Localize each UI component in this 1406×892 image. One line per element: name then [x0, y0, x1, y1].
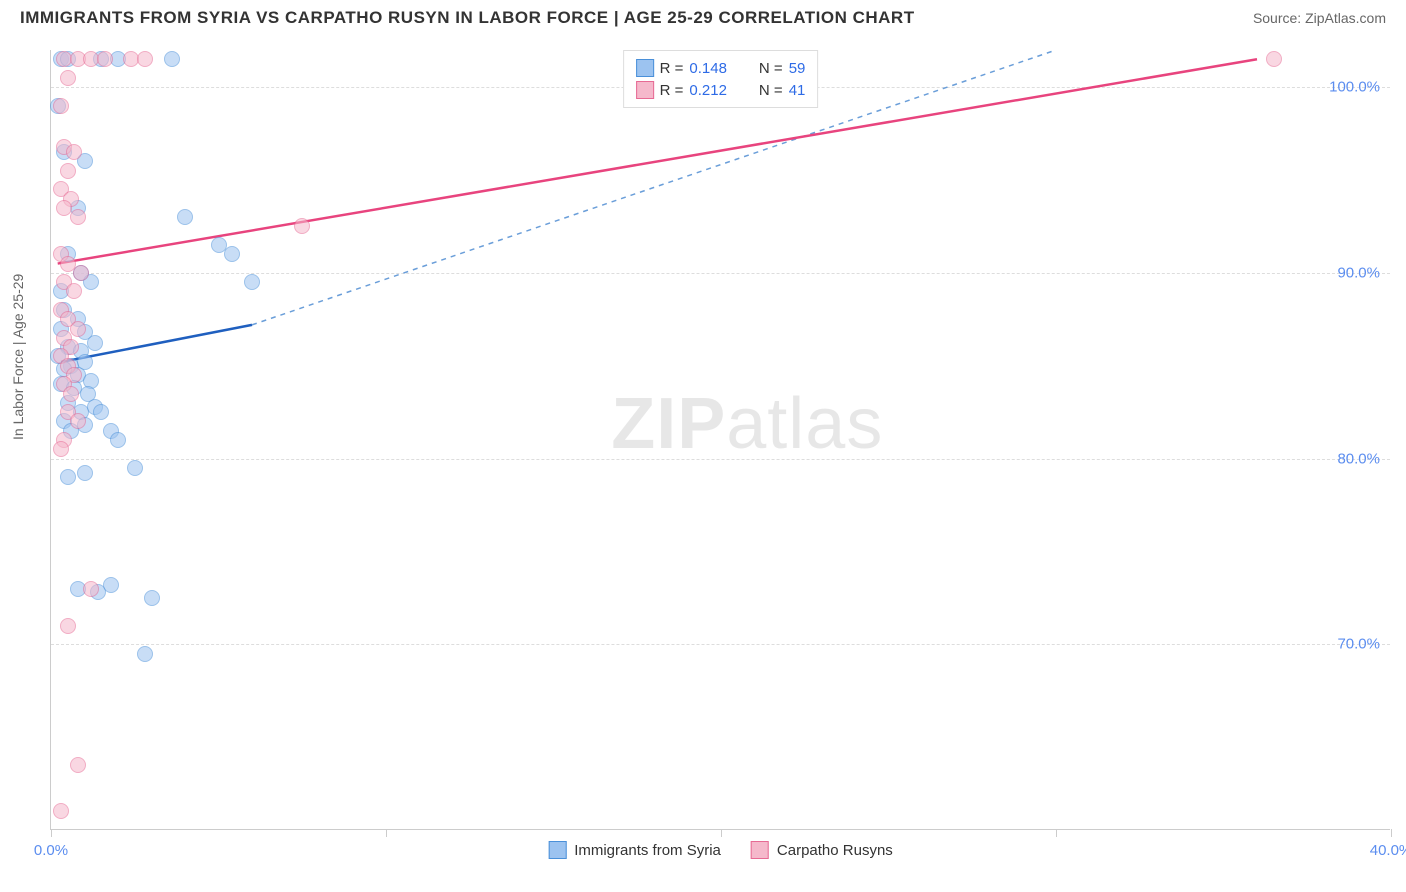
data-point	[137, 51, 153, 67]
legend-bottom-label: Carpatho Rusyns	[777, 842, 893, 859]
y-tick-label: 90.0%	[1337, 264, 1380, 281]
data-point	[97, 51, 113, 67]
chart-title: IMMIGRANTS FROM SYRIA VS CARPATHO RUSYN …	[20, 8, 915, 28]
legend-n-label: N =	[759, 82, 783, 99]
data-point	[127, 460, 143, 476]
legend-r-label: R =	[660, 60, 684, 77]
data-point	[63, 386, 79, 402]
legend-n-value: 59	[789, 60, 806, 77]
x-tick	[386, 829, 387, 837]
data-point	[70, 321, 86, 337]
data-point	[77, 465, 93, 481]
data-point	[73, 265, 89, 281]
y-tick-label: 70.0%	[1337, 636, 1380, 653]
legend-r-value: 0.148	[689, 60, 727, 77]
watermark-bold: ZIP	[611, 384, 726, 464]
legend-n-value: 41	[789, 82, 806, 99]
legend-bottom-label: Immigrants from Syria	[574, 842, 721, 859]
watermark: ZIPatlas	[611, 383, 883, 465]
data-point	[164, 51, 180, 67]
legend-swatch	[548, 841, 566, 859]
data-point	[103, 577, 119, 593]
data-point	[70, 209, 86, 225]
data-point	[60, 618, 76, 634]
data-point	[53, 803, 69, 819]
legend-top-row: R = 0.212 N = 41	[636, 79, 806, 101]
data-point	[137, 646, 153, 662]
x-tick	[1391, 829, 1392, 837]
data-point	[177, 209, 193, 225]
legend-top-row: R = 0.148 N = 59	[636, 57, 806, 79]
x-tick-label: 40.0%	[1370, 842, 1406, 859]
data-point	[66, 283, 82, 299]
y-tick-label: 80.0%	[1337, 450, 1380, 467]
data-point	[70, 413, 86, 429]
data-point	[87, 335, 103, 351]
legend-r-value: 0.212	[689, 82, 727, 99]
data-point	[66, 144, 82, 160]
data-point	[60, 70, 76, 86]
legend-swatch	[751, 841, 769, 859]
gridline	[51, 644, 1390, 645]
data-point	[70, 757, 86, 773]
legend-top: R = 0.148 N = 59 R = 0.212 N = 41	[623, 50, 819, 108]
legend-swatch	[636, 81, 654, 99]
y-axis-label: In Labor Force | Age 25-29	[10, 274, 26, 440]
data-point	[294, 218, 310, 234]
chart-area: ZIPatlas 70.0%80.0%90.0%100.0%0.0%40.0%R…	[50, 50, 1390, 830]
x-tick	[1056, 829, 1057, 837]
data-point	[60, 469, 76, 485]
y-tick-label: 100.0%	[1329, 79, 1380, 96]
gridline	[51, 459, 1390, 460]
trend-lines	[51, 50, 1390, 829]
data-point	[53, 98, 69, 114]
data-point	[93, 404, 109, 420]
legend-bottom-item: Carpatho Rusyns	[751, 841, 893, 859]
data-point	[110, 432, 126, 448]
data-point	[144, 590, 160, 606]
data-point	[244, 274, 260, 290]
legend-swatch	[636, 59, 654, 77]
data-point	[83, 581, 99, 597]
data-point	[1266, 51, 1282, 67]
data-point	[60, 163, 76, 179]
legend-bottom: Immigrants from Syria Carpatho Rusyns	[548, 841, 893, 859]
legend-n-label: N =	[759, 60, 783, 77]
legend-r-label: R =	[660, 82, 684, 99]
legend-bottom-item: Immigrants from Syria	[548, 841, 721, 859]
watermark-rest: atlas	[726, 384, 883, 464]
x-tick-label: 0.0%	[34, 842, 68, 859]
title-bar: IMMIGRANTS FROM SYRIA VS CARPATHO RUSYN …	[0, 0, 1406, 40]
data-point	[224, 246, 240, 262]
source-label: Source: ZipAtlas.com	[1253, 10, 1386, 26]
x-tick	[51, 829, 52, 837]
x-tick	[721, 829, 722, 837]
data-point	[53, 441, 69, 457]
